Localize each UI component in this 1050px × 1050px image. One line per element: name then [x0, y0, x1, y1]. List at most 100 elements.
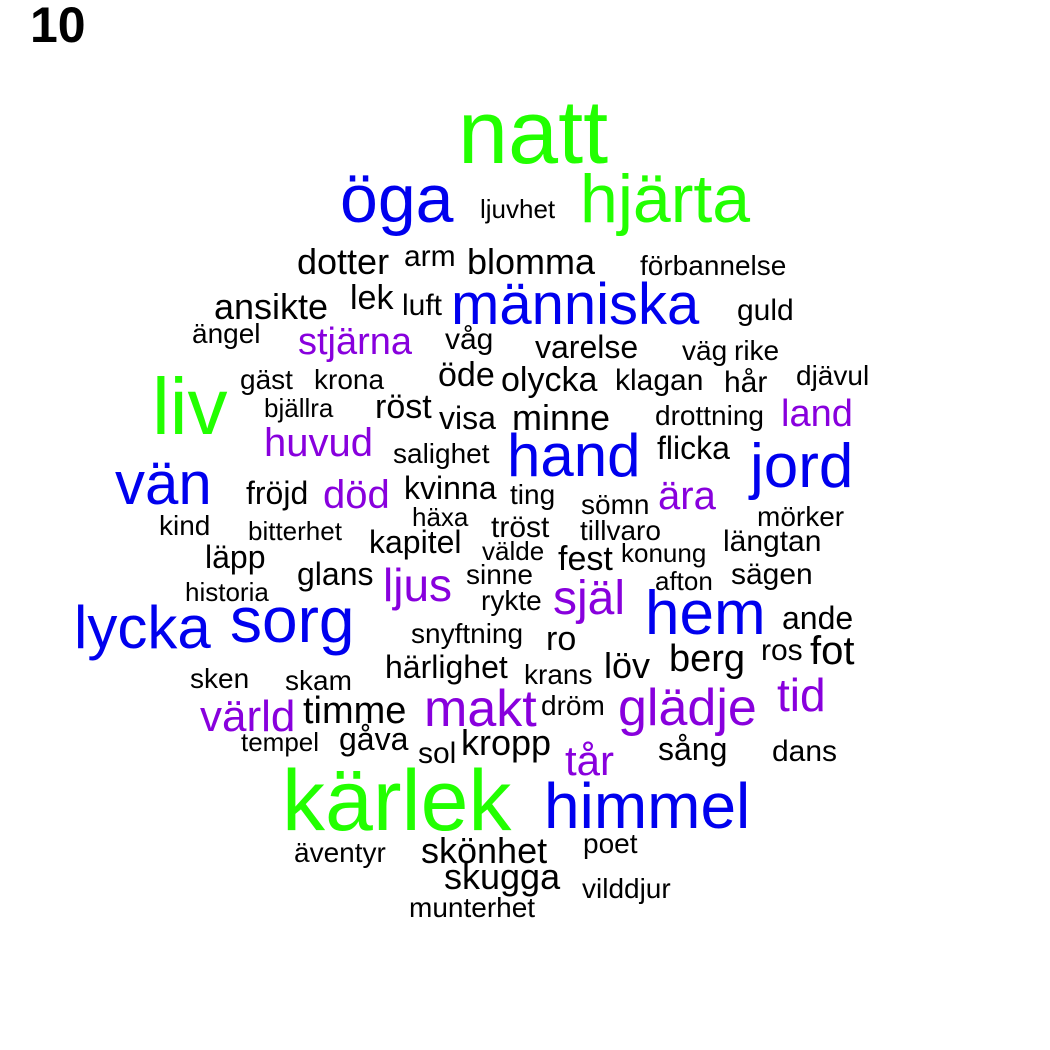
word-cloud-word: olycka: [501, 361, 598, 399]
word-cloud-word: ansikte: [214, 286, 329, 327]
word-cloud-word: häxa: [412, 502, 469, 532]
word-cloud-word: kropp: [461, 722, 552, 763]
word-cloud-word: ande: [782, 600, 854, 636]
word-cloud-word: hand: [507, 422, 641, 489]
word-cloud-word: luft: [402, 289, 443, 322]
word-cloud-word: kind: [159, 510, 211, 541]
word-cloud-word: flicka: [657, 430, 730, 466]
word-cloud-word: löv: [604, 645, 651, 686]
word-cloud-word: längtan: [723, 525, 822, 558]
word-cloud-word: gåva: [339, 721, 409, 757]
word-cloud-word: fröjd: [246, 475, 309, 511]
word-cloud-word: varelse: [535, 329, 639, 365]
word-cloud-word: hår: [724, 366, 768, 399]
word-cloud-word: sorg: [230, 584, 355, 656]
word-cloud-word: konung: [621, 538, 707, 568]
word-cloud-word: tröst: [491, 511, 550, 544]
word-cloud-word: ängel: [192, 318, 261, 349]
word-cloud-word: tillvaro: [580, 515, 661, 546]
word-cloud-word: guld: [737, 294, 794, 327]
word-cloud-word: afton: [655, 566, 713, 596]
word-cloud-word: land: [781, 393, 853, 435]
word-cloud-word: krans: [524, 659, 593, 690]
word-cloud-word: dröm: [541, 690, 605, 721]
word-cloud-word: lek: [350, 279, 394, 317]
word-cloud-word: sägen: [731, 558, 813, 591]
word-cloud-word: värld: [200, 692, 296, 741]
word-cloud-word: berg: [669, 638, 746, 680]
word-cloud-word: himmel: [544, 770, 751, 842]
word-cloud-word: glans: [297, 556, 374, 592]
word-cloud-word: munterhet: [409, 892, 536, 923]
word-cloud-word: ro: [546, 620, 577, 658]
word-cloud-word: gäst: [240, 364, 293, 395]
word-cloud-word: sken: [190, 663, 250, 694]
word-cloud-word: ros: [761, 634, 803, 667]
word-cloud-word: hjärta: [580, 161, 751, 237]
word-cloud-word: öde: [438, 356, 495, 394]
word-cloud-word: arm: [404, 240, 456, 273]
word-cloud-word: bjällra: [264, 393, 334, 423]
word-cloud-word: historia: [185, 577, 269, 607]
word-cloud-word: natt: [458, 83, 609, 183]
word-cloud-word: jord: [750, 432, 854, 501]
word-cloud-word: äventyr: [294, 837, 386, 868]
word-cloud-word: ljus: [383, 559, 453, 611]
word-cloud-word: krona: [314, 364, 385, 395]
word-cloud-word: kvinna: [404, 470, 497, 506]
word-cloud-word: glädje: [618, 679, 757, 737]
word-cloud-word: förbannelse: [640, 250, 787, 281]
word-cloud-word: välde: [482, 536, 545, 566]
word-cloud-word: dotter: [297, 241, 390, 282]
word-cloud-word: kärlek: [282, 753, 512, 849]
word-cloud-word: timme: [303, 690, 407, 732]
word-cloud-word: dans: [772, 735, 838, 768]
word-cloud-word: makt: [424, 680, 537, 738]
word-cloud-word: bitterhet: [248, 516, 342, 546]
word-cloud-word: röst: [375, 388, 432, 426]
word-cloud-word: människa: [451, 272, 700, 337]
word-cloud-word: kapitel: [369, 524, 462, 560]
word-cloud-word: huvud: [264, 421, 373, 465]
word-cloud-word: ära: [658, 474, 716, 518]
word-cloud-word: visa: [439, 400, 496, 436]
word-cloud-word: rykte: [481, 585, 542, 616]
word-cloud-word: stjärna: [298, 321, 413, 363]
word-cloud-word: tår: [565, 737, 615, 784]
word-cloud-word: sömn: [581, 489, 650, 520]
word-cloud-word: drottning: [655, 400, 764, 431]
word-cloud-word: själ: [553, 572, 626, 625]
word-cloud-word: sång: [658, 731, 728, 767]
page-label: 10: [30, 0, 86, 53]
word-cloud-word: poet: [583, 828, 638, 859]
word-cloud-word: skönhet: [421, 830, 548, 871]
word-cloud-word: tid: [777, 669, 826, 721]
word-cloud-word: ljuvhet: [480, 194, 556, 224]
word-cloud-word: våg: [445, 323, 494, 356]
word-cloud-word: hem: [645, 579, 766, 648]
word-cloud-word: sol: [418, 737, 457, 770]
word-cloud-word: liv: [152, 362, 228, 451]
word-cloud-word: fot: [810, 629, 855, 673]
word-cloud-word: rike: [734, 335, 780, 366]
word-cloud-word: skugga: [444, 856, 561, 897]
word-cloud-word: mörker: [757, 501, 845, 532]
word-cloud-word: härlighet: [385, 649, 508, 685]
word-cloud-word: fest: [558, 540, 613, 578]
word-cloud-word: salighet: [393, 438, 490, 469]
word-cloud-word: klagan: [615, 364, 704, 397]
word-cloud-word: vilddjur: [582, 873, 671, 904]
word-cloud-word: snyftning: [411, 618, 524, 649]
word-cloud-word: tempel: [241, 727, 320, 757]
word-cloud-word: djävul: [796, 360, 870, 391]
word-cloud-word: död: [323, 473, 390, 517]
word-cloud-word: ting: [510, 479, 556, 510]
word-cloud-word: sinne: [466, 559, 533, 590]
word-cloud-word: väg: [682, 335, 728, 366]
word-cloud-word: skam: [285, 665, 352, 696]
word-cloud-word: lycka: [74, 594, 211, 661]
word-cloud-word: minne: [512, 397, 611, 438]
word-cloud-word: öga: [340, 161, 454, 237]
word-cloud-word: läpp: [205, 539, 266, 575]
